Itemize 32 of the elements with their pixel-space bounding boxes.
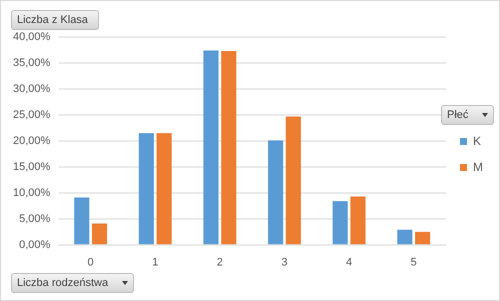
y-tick-label: 10,00% — [12, 186, 51, 199]
y-tick-label: 30,00% — [12, 82, 51, 95]
bar — [138, 133, 154, 244]
y-tick-label: 25,00% — [12, 108, 51, 121]
x-tick-label: 1 — [152, 256, 158, 268]
y-tick-label: 35,00% — [12, 57, 51, 70]
bar — [74, 198, 90, 244]
y-tick-label: 0,00% — [19, 238, 51, 251]
bar — [268, 140, 284, 244]
bar — [92, 224, 108, 244]
y-tick-label: 20,00% — [12, 134, 51, 147]
legend-title: Płeć — [447, 109, 468, 121]
bar — [286, 116, 301, 244]
bar — [350, 196, 366, 244]
y-tick-label: 15,00% — [12, 160, 51, 173]
legend-label: K — [473, 134, 482, 148]
y-tick-label: 40,00% — [12, 31, 51, 44]
bar — [203, 50, 219, 244]
bar — [332, 201, 348, 244]
bar — [397, 230, 412, 244]
bar — [156, 133, 172, 244]
x-tick-label: 4 — [346, 256, 352, 268]
x-tick-label: 0 — [88, 256, 94, 268]
y-tick-label: 5,00% — [19, 212, 51, 225]
bar — [221, 51, 236, 244]
y-axis-title: Liczba z Klasa — [17, 14, 88, 26]
x-axis-title: Liczba rodzeństwa — [17, 277, 108, 289]
x-tick-label: 3 — [281, 256, 288, 268]
x-tick-label: 2 — [216, 256, 223, 268]
x-tick-label: 5 — [410, 256, 417, 268]
legend-label: M — [473, 160, 484, 174]
bar — [415, 232, 430, 244]
